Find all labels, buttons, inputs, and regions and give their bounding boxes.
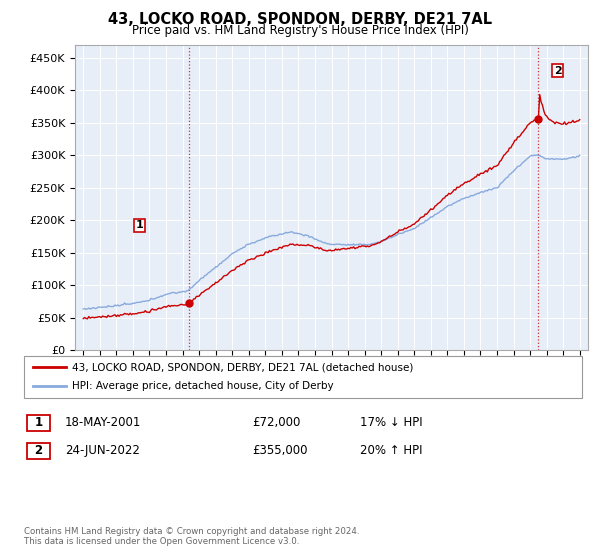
Text: 1: 1 bbox=[136, 220, 143, 230]
Text: Contains HM Land Registry data © Crown copyright and database right 2024.
This d: Contains HM Land Registry data © Crown c… bbox=[24, 526, 359, 546]
Text: 24-JUN-2022: 24-JUN-2022 bbox=[65, 444, 140, 458]
Text: HPI: Average price, detached house, City of Derby: HPI: Average price, detached house, City… bbox=[72, 381, 334, 391]
Text: £355,000: £355,000 bbox=[252, 444, 308, 458]
Text: £72,000: £72,000 bbox=[252, 416, 301, 430]
Text: Price paid vs. HM Land Registry's House Price Index (HPI): Price paid vs. HM Land Registry's House … bbox=[131, 24, 469, 37]
Text: 17% ↓ HPI: 17% ↓ HPI bbox=[360, 416, 422, 430]
Text: 2: 2 bbox=[34, 444, 43, 458]
Text: 43, LOCKO ROAD, SPONDON, DERBY, DE21 7AL (detached house): 43, LOCKO ROAD, SPONDON, DERBY, DE21 7AL… bbox=[72, 362, 413, 372]
Text: 1: 1 bbox=[34, 416, 43, 430]
Text: 43, LOCKO ROAD, SPONDON, DERBY, DE21 7AL: 43, LOCKO ROAD, SPONDON, DERBY, DE21 7AL bbox=[108, 12, 492, 27]
Text: 18-MAY-2001: 18-MAY-2001 bbox=[65, 416, 141, 430]
Text: 20% ↑ HPI: 20% ↑ HPI bbox=[360, 444, 422, 458]
Text: 2: 2 bbox=[554, 66, 562, 76]
